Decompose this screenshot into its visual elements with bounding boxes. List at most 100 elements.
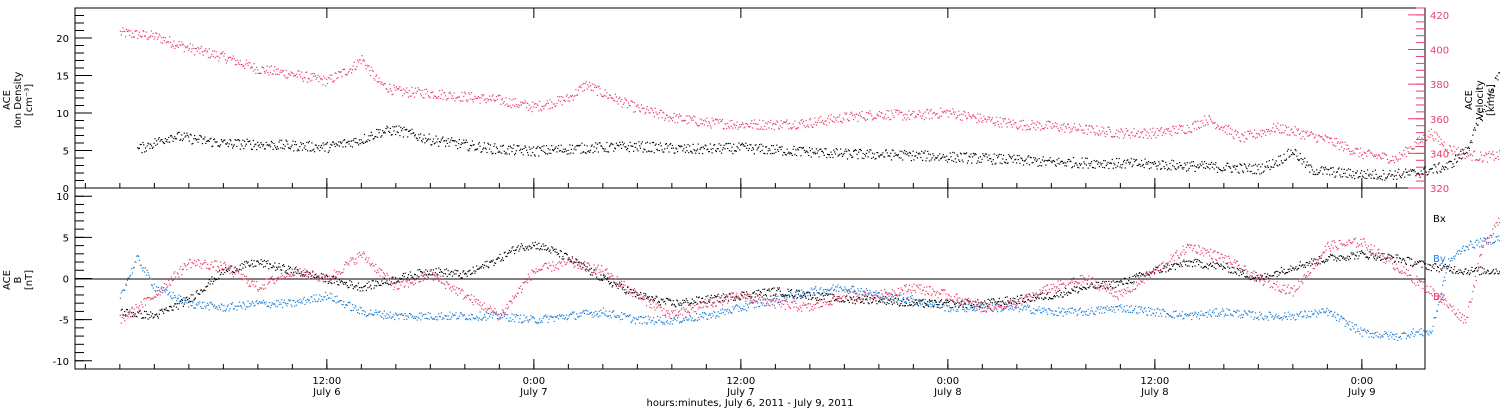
by-point [1146,314,1148,316]
velocity-point [1273,123,1275,125]
by-point [748,303,750,305]
velocity-point [386,88,388,90]
density-point [288,147,290,149]
density-point [149,147,151,149]
legend-bx-label: Bx [1433,214,1446,225]
density-point [1129,161,1131,163]
velocity-point [190,51,192,53]
density-point [488,143,490,145]
density-point [478,142,480,144]
density-point [1179,162,1181,164]
by-point [439,315,441,318]
density-point [521,148,523,150]
density-point [593,146,595,148]
density-point [1485,110,1487,113]
velocity-point [1461,153,1463,155]
density-point [1191,165,1194,167]
by-point [417,316,419,318]
velocity-point [991,119,993,121]
by-point [769,298,771,301]
velocity-point [313,75,315,77]
density-point [510,147,512,149]
velocity-point [544,105,546,107]
by-point [974,310,976,312]
density-point [1189,162,1191,164]
velocity-point [1072,128,1074,130]
velocity-point [1176,132,1178,135]
density-point [1407,174,1409,176]
velocity-point [1235,129,1237,131]
velocity-point [1054,122,1056,124]
velocity-point [641,108,643,110]
by-point [202,307,204,310]
velocity-point [398,87,400,89]
velocity-point [244,63,247,65]
density-point [1195,165,1197,168]
by-point [426,317,428,320]
by-point [696,313,698,315]
density-point [1202,163,1204,165]
velocity-point [1316,141,1318,143]
by-point [247,300,249,302]
velocity-point [374,79,376,81]
by-point [1027,304,1029,306]
by-point [1206,316,1208,318]
density-point [709,143,711,145]
density-point [953,160,955,162]
by-point [1170,315,1172,317]
by-point [1028,305,1031,307]
velocity-point [221,53,223,55]
by-point [263,301,266,304]
density-point [307,142,310,144]
density-point [726,142,728,145]
velocity-point [289,74,291,76]
density-point [1461,158,1463,160]
density-point [940,157,943,159]
by-point [1126,305,1128,307]
velocity-point [1027,128,1029,130]
density-point [1368,175,1370,177]
density-point [928,153,930,155]
by-point [276,306,278,308]
velocity-point [1413,148,1415,150]
velocity-point [868,112,870,115]
density-point [168,136,170,139]
density-point [1278,155,1280,157]
velocity-point [502,102,504,104]
velocity-point [215,51,217,53]
density-point [1332,167,1334,169]
density-point [661,149,663,151]
velocity-point [1393,162,1395,164]
velocity-point [763,129,765,131]
density-point [554,147,556,149]
velocity-point [377,81,379,83]
velocity-point [543,108,545,110]
velocity-point [151,35,153,37]
density-point [1408,170,1410,172]
density-point [1087,167,1089,169]
velocity-point [835,119,837,121]
velocity-point [1287,126,1289,128]
by-point [792,297,794,299]
velocity-point [580,86,582,89]
density-point [851,156,853,159]
by-point [1012,303,1014,305]
by-point [1154,315,1156,317]
by-point [805,292,807,294]
by-point [1043,307,1045,309]
density-point [194,135,196,137]
density-point [528,146,530,148]
density-point [669,144,671,146]
by-point [695,319,697,321]
velocity-point [1161,134,1163,137]
by-point [297,299,299,302]
by-point [283,299,285,301]
velocity-point [416,90,418,92]
by-point [1173,317,1175,319]
velocity-point [277,68,279,70]
density-point [231,143,233,146]
by-point [674,318,676,320]
velocity-point [326,78,328,81]
velocity-point [648,112,650,114]
velocity-point [1474,150,1476,152]
